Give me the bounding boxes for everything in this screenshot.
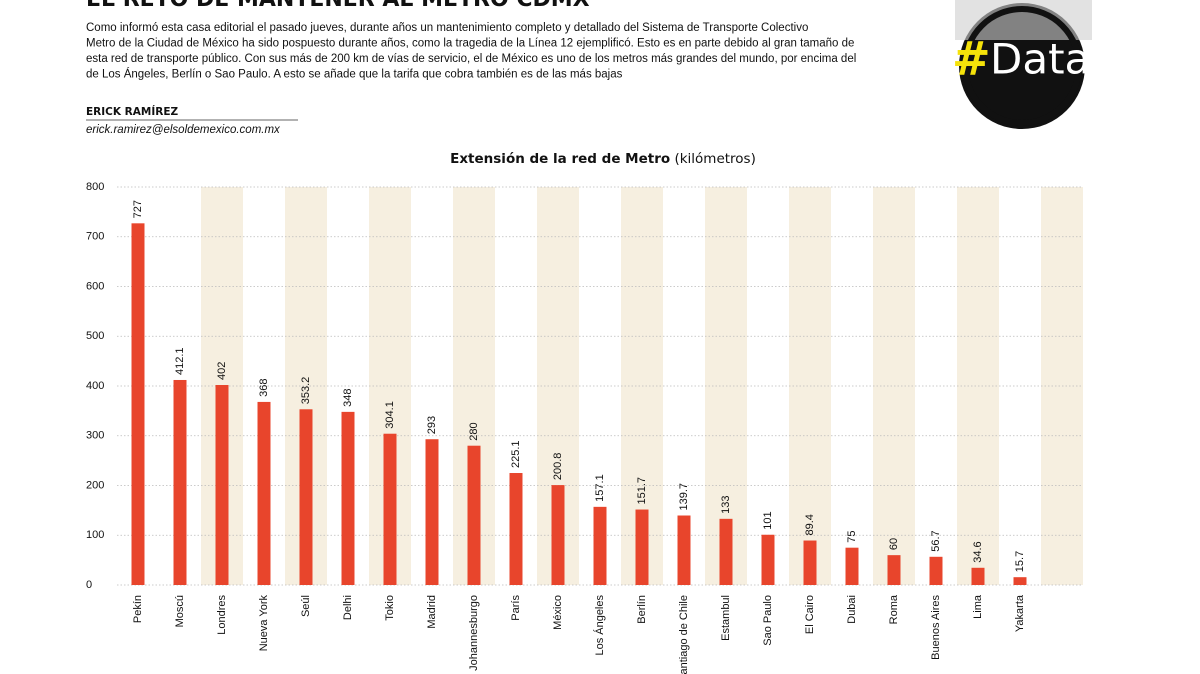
bar xyxy=(551,485,565,585)
x-tick-label: Lima xyxy=(972,594,984,619)
badge-word: Data xyxy=(990,35,1090,84)
page-title: EL RETO DE MANTENER AL METRO CDMX xyxy=(86,0,590,12)
value-label: 60 xyxy=(888,538,900,550)
y-tick-label: 0 xyxy=(86,579,92,591)
x-tick-label: Buenos Aires xyxy=(930,595,942,660)
value-label: 56.7 xyxy=(930,530,942,551)
bar xyxy=(341,411,355,585)
y-tick-label: 500 xyxy=(86,330,104,342)
x-tick-label: El Cairo xyxy=(804,595,816,634)
value-label: 412.1 xyxy=(174,347,186,375)
bar xyxy=(425,439,439,585)
value-label: 304.1 xyxy=(384,401,396,429)
x-tick-label: Sao Paulo xyxy=(762,595,774,646)
y-tick-label: 100 xyxy=(86,529,104,541)
x-tick-label: Dubai xyxy=(846,595,858,624)
value-label: 200.8 xyxy=(552,453,564,481)
value-label: 368 xyxy=(258,379,270,397)
author: ERICK RAMÍREZ xyxy=(86,105,178,118)
chart-title-main: Extensión de la red de Metro xyxy=(450,151,670,167)
x-tick-label: Santiago de Chile xyxy=(678,595,690,674)
x-tick-label: Nueva York xyxy=(258,595,270,652)
bar xyxy=(887,555,901,585)
value-label: 139.7 xyxy=(678,483,690,511)
value-label: 293 xyxy=(426,416,438,434)
value-label: 151.7 xyxy=(636,477,648,505)
value-label: 727 xyxy=(132,200,144,218)
bar xyxy=(803,540,817,585)
bar xyxy=(215,385,229,585)
value-label: 402 xyxy=(216,362,228,380)
x-tick-label: México xyxy=(552,595,564,630)
value-label: 225.1 xyxy=(510,440,522,468)
paragraph-line: esta red de transporte público. Con sus … xyxy=(86,53,856,65)
badge-band xyxy=(955,0,1092,40)
bar xyxy=(593,506,607,585)
bar xyxy=(509,473,523,585)
value-label: 280 xyxy=(468,422,480,440)
paragraph-line: de Los Ángeles, Berlín o Sao Paulo. A es… xyxy=(86,68,623,81)
paragraph: Como informó esta casa editorial el pasa… xyxy=(86,22,856,81)
bar xyxy=(173,379,187,585)
bar xyxy=(467,445,481,585)
x-tick-label: Los Ángeles xyxy=(593,595,606,656)
email: erick.ramirez@elsoldemexico.com.mx xyxy=(86,124,281,136)
paragraph-line: Metro de la Ciudad de México ha sido pos… xyxy=(86,38,854,50)
bar xyxy=(299,409,313,585)
chart-title: Extensión de la red de Metro (kilómetros… xyxy=(450,151,756,167)
bar xyxy=(1013,577,1027,585)
bar xyxy=(131,223,145,585)
x-tick-label: Tokio xyxy=(384,595,396,621)
x-tick-label: Madrid xyxy=(426,595,438,629)
x-tick-label: Moscú xyxy=(174,595,186,627)
plot: 0 100 200 300 400 500 600 700 800 727 Pekín 412.1 Mo… xyxy=(86,181,1083,674)
paragraph-line: Como informó esta casa editorial el pasa… xyxy=(86,22,808,34)
bar xyxy=(761,534,775,585)
value-label: 89.4 xyxy=(804,514,816,535)
bar xyxy=(257,401,271,585)
bar xyxy=(719,518,733,585)
badge-ring xyxy=(962,6,1082,126)
y-tick-label: 700 xyxy=(86,231,104,243)
x-tick-label: Londres xyxy=(216,595,228,635)
x-tick-label: Berlín xyxy=(636,595,648,624)
value-label: 348 xyxy=(342,389,354,407)
x-tick-label: Johannesburgo xyxy=(468,595,480,671)
x-tick-label: Estambul xyxy=(720,595,732,641)
y-tick-label: 200 xyxy=(86,479,104,491)
y-tick-label: 400 xyxy=(86,380,104,392)
bar xyxy=(929,556,943,585)
value-label: 15.7 xyxy=(1014,551,1026,572)
badge-hash: # xyxy=(952,32,991,86)
x-tick-label: Roma xyxy=(888,594,900,624)
value-label: 133 xyxy=(720,495,732,513)
y-tick-label: 600 xyxy=(86,280,104,292)
y-tick-label: 300 xyxy=(86,430,104,442)
bar xyxy=(845,547,859,585)
bar xyxy=(635,509,649,585)
x-tick-label: Yakarta xyxy=(1014,594,1026,632)
x-tick-label: Seúl xyxy=(300,595,312,617)
value-label: 157.1 xyxy=(594,474,606,502)
x-tick-label: Delhi xyxy=(342,595,354,620)
chart-title-unit: (kilómetros) xyxy=(674,151,755,167)
y-tick-label: 800 xyxy=(86,181,104,193)
value-label: 101 xyxy=(762,511,774,529)
bar xyxy=(383,433,397,585)
x-tick-label: París xyxy=(510,595,522,621)
value-label: 34.6 xyxy=(972,541,984,562)
value-label: 75 xyxy=(846,530,858,542)
bar xyxy=(677,515,691,585)
value-label: 353.2 xyxy=(300,377,312,405)
bar xyxy=(971,567,985,585)
x-tick-label: Pekín xyxy=(132,595,144,623)
